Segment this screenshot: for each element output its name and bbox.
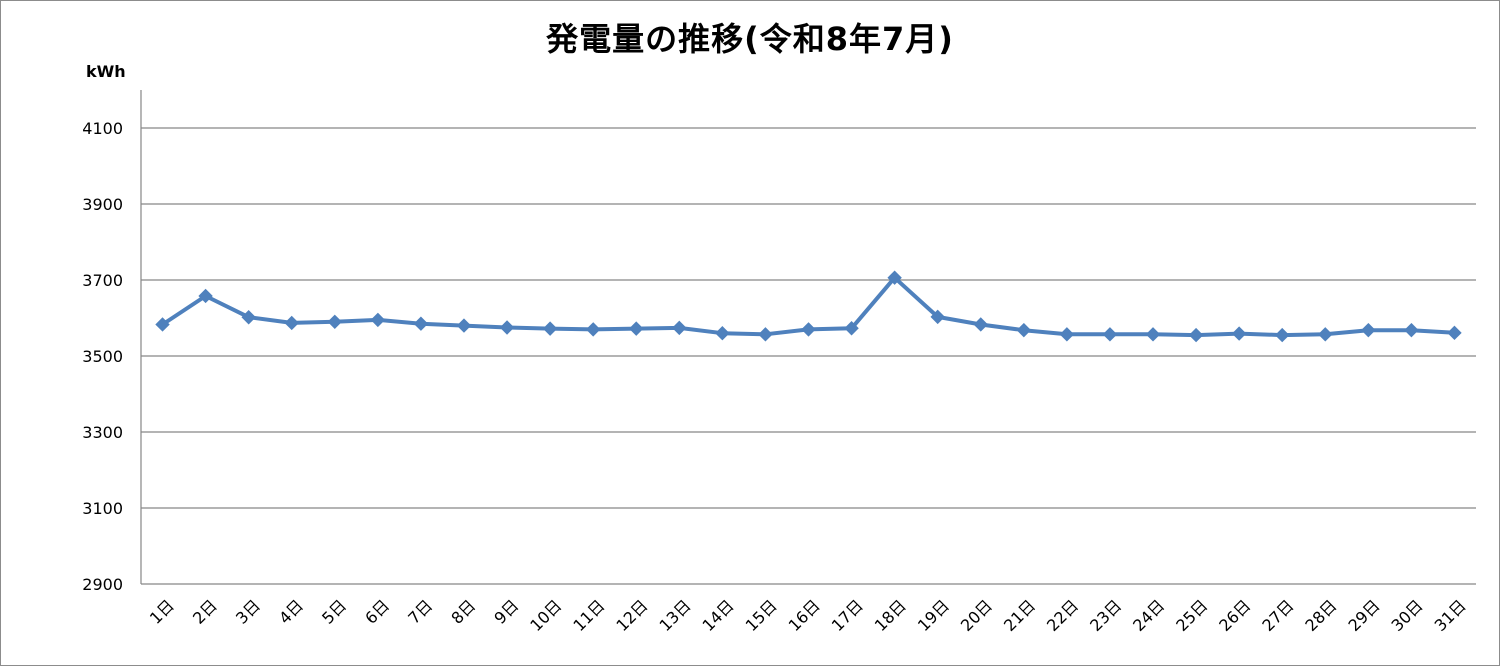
y-tick-label: 3700: [82, 271, 123, 290]
x-tick-label: 25日: [1172, 596, 1211, 635]
x-tick-label: 18日: [871, 596, 910, 635]
data-point-marker: [499, 320, 515, 335]
data-point-marker: [327, 314, 342, 330]
data-point-marker: [758, 327, 773, 342]
y-axis-unit-label: kWh: [86, 62, 126, 81]
x-tick-label: 5日: [318, 596, 350, 628]
x-tick-label: 22日: [1043, 596, 1082, 635]
x-tick-label: 15日: [742, 596, 781, 635]
y-tick-labels: 2900 3100 3300 3500 3700 3900 4100: [82, 119, 123, 594]
data-point-marker: [973, 317, 988, 332]
data-point-marker: [1231, 326, 1247, 341]
x-tick-label: 27日: [1258, 596, 1297, 635]
x-tick-label: 14日: [699, 596, 738, 635]
x-tick-label: 6日: [361, 596, 393, 628]
x-tick-label: 28日: [1301, 596, 1340, 635]
data-point-marker: [672, 320, 687, 336]
data-point-marker: [715, 325, 730, 341]
x-tick-labels: 1日 2日 3日 4日 5日 6日 7日 8日 9日 10日 11日 12日 13日 14日 15日 16日 1…: [146, 596, 1470, 635]
y-tick-label: 2900: [82, 575, 123, 594]
data-point-marker: [155, 317, 170, 332]
x-tick-label: 17日: [828, 596, 867, 635]
y-tick-label: 3100: [82, 499, 123, 518]
x-tick-label: 20日: [957, 596, 996, 635]
data-point-marker: [284, 315, 299, 331]
x-tick-label: 9日: [490, 596, 522, 628]
data-point-marker: [1016, 322, 1032, 338]
y-tick-label: 3500: [82, 347, 123, 366]
data-point-marker: [801, 322, 816, 337]
x-tick-label: 24日: [1129, 596, 1168, 635]
y-tick-label: 4100: [82, 119, 123, 138]
chart-title: 発電量の推移(令和8年7月): [546, 20, 954, 58]
x-tick-label: 11日: [569, 596, 608, 635]
data-point-marker: [370, 312, 386, 328]
x-tick-label: 1日: [146, 596, 178, 628]
x-tick-label: 4日: [275, 596, 307, 628]
data-point-marker: [413, 316, 429, 331]
x-tick-label: 29日: [1344, 596, 1383, 635]
y-tick-label: 3300: [82, 423, 123, 442]
x-tick-label: 19日: [914, 596, 953, 635]
x-tick-label: 3日: [232, 596, 264, 628]
data-point-marker: [1188, 327, 1204, 343]
data-point-marker: [844, 321, 859, 336]
data-point-marker: [1059, 327, 1075, 342]
x-tick-label: 23日: [1086, 596, 1125, 635]
data-point-marker: [1318, 327, 1333, 342]
x-tick-label: 30日: [1388, 596, 1427, 635]
gridlines: [141, 127, 1476, 509]
series-layer: [155, 270, 1462, 343]
data-point-marker: [542, 321, 558, 336]
data-point-marker: [629, 321, 644, 336]
axes: [140, 90, 1476, 585]
x-tick-label: 26日: [1215, 596, 1254, 635]
data-point-marker: [1102, 327, 1118, 342]
data-point-marker: [1361, 322, 1376, 338]
data-point-marker: [198, 288, 213, 304]
x-tick-label: 13日: [655, 596, 694, 635]
x-tick-label: 10日: [526, 596, 565, 635]
data-point-marker: [241, 310, 256, 325]
data-point-marker: [1275, 327, 1290, 343]
data-point-marker: [456, 318, 472, 333]
data-point-marker: [585, 322, 601, 337]
x-tick-label: 16日: [785, 596, 824, 635]
x-tick-label: 12日: [612, 596, 651, 635]
x-tick-label: 31日: [1431, 596, 1470, 635]
x-tick-label: 8日: [447, 596, 479, 628]
y-tick-label: 3900: [82, 195, 123, 214]
x-tick-label: 2日: [189, 596, 221, 628]
data-point-marker: [1145, 327, 1161, 342]
x-tick-label: 7日: [404, 596, 436, 628]
x-tick-label: 21日: [1000, 596, 1039, 635]
data-point-marker: [1447, 325, 1462, 341]
data-point-marker: [887, 270, 902, 285]
data-point-marker: [930, 309, 945, 325]
data-point-marker: [1404, 322, 1419, 338]
